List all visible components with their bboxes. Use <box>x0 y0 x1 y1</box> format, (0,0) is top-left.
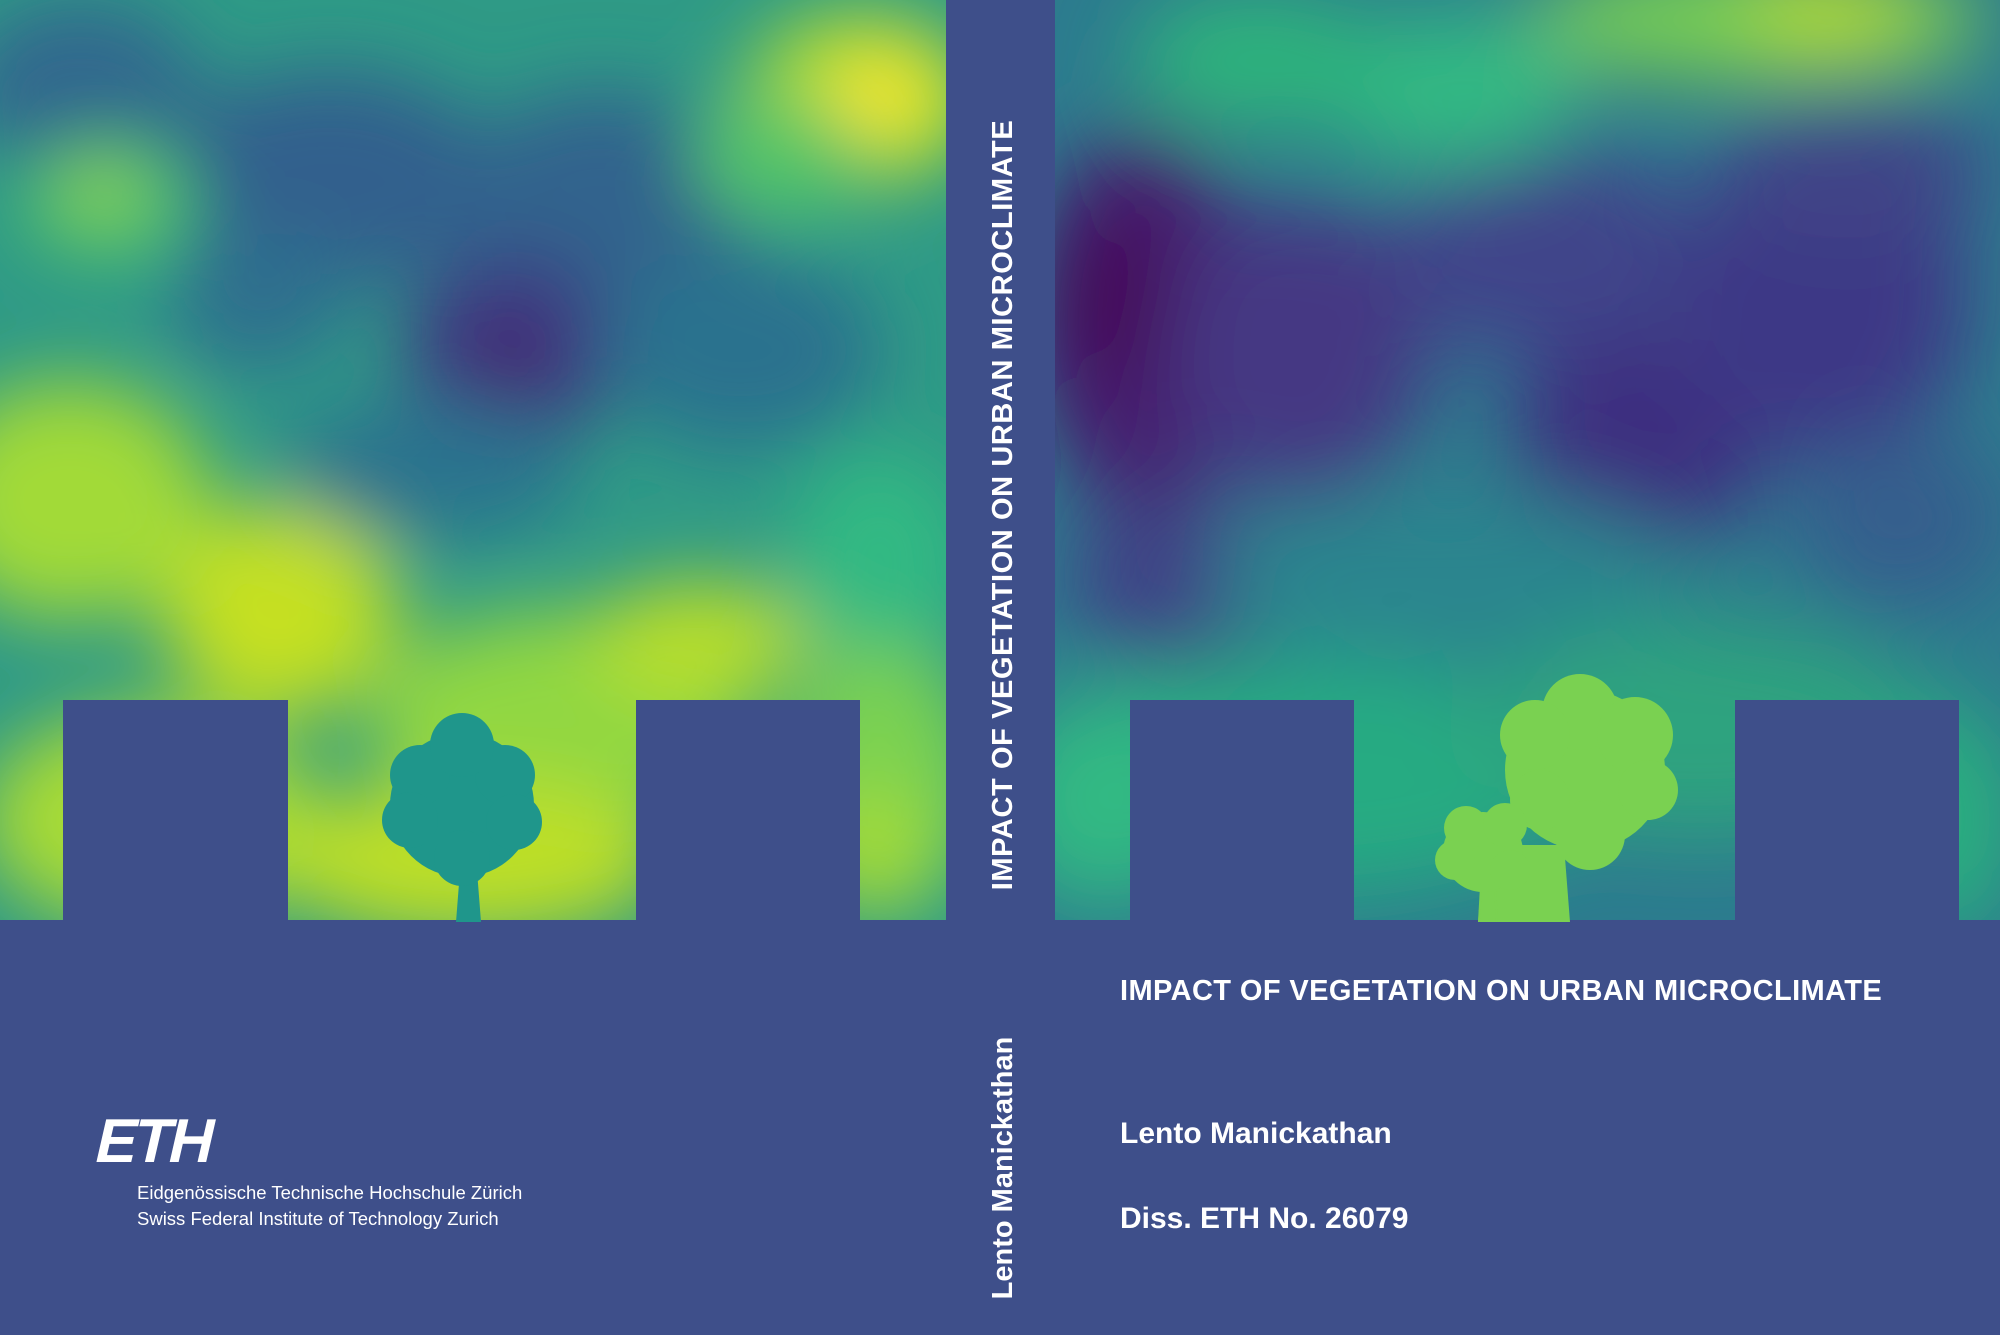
spine-title: IMPACT OF VEGETATION ON URBAN MICROCLIMA… <box>987 120 1019 891</box>
institution-german: Eidgenössische Technische Hochschule Zür… <box>137 1182 522 1203</box>
building-right <box>1735 700 1959 922</box>
building-left <box>1130 700 1354 922</box>
institution-english: Swiss Federal Institute of Technology Zu… <box>137 1208 499 1229</box>
front-silhouette <box>1055 674 2000 1335</box>
front-author: Lento Manickathan <box>1120 1117 1392 1150</box>
back-silhouette <box>0 700 946 1335</box>
spine <box>946 0 1055 1335</box>
eth-logo-text: ETH <box>95 1107 217 1176</box>
front-title: IMPACT OF VEGETATION ON URBAN MICROCLIMA… <box>1120 975 1882 1007</box>
building-right <box>636 700 860 922</box>
spine-author: Lento Manickathan <box>987 1037 1019 1300</box>
tree-icon <box>382 713 542 922</box>
dissertation-number: Diss. ETH No. 26079 <box>1120 1202 1408 1235</box>
front-lower-panel <box>1055 920 2000 1335</box>
back-lower-panel <box>0 920 946 1335</box>
building-left <box>63 700 288 922</box>
eth-logo: ETH <box>95 1107 217 1176</box>
tree-pair-icon <box>1435 674 1678 922</box>
